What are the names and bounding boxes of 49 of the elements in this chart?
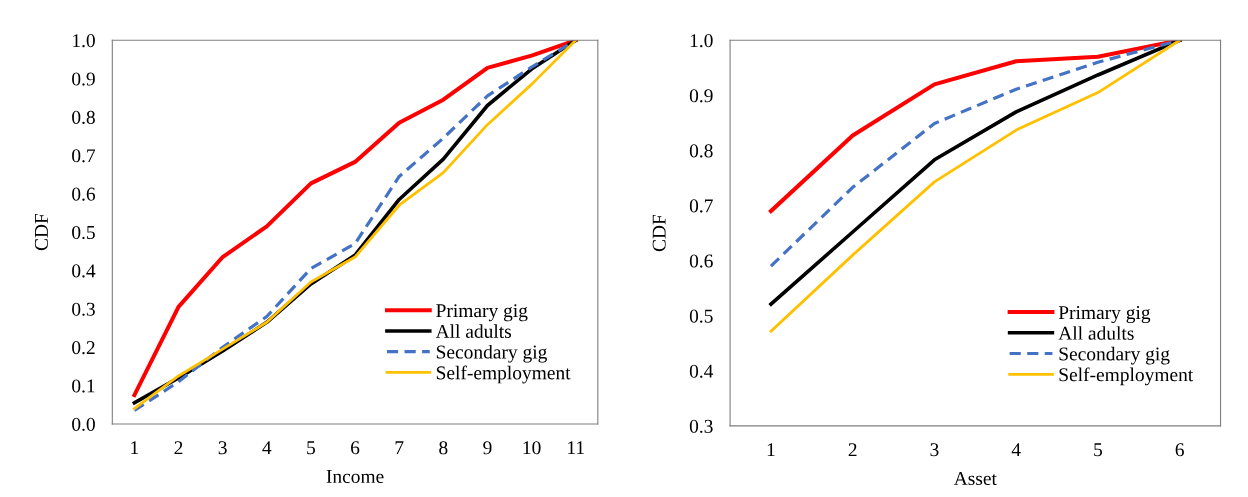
x-tick-label: 6 xyxy=(1175,443,1184,457)
x-tick-label: 8 xyxy=(439,441,448,455)
y-tick-label: 0.8 xyxy=(72,110,95,125)
legend-label: Primary gig xyxy=(1058,306,1151,324)
line-series xyxy=(768,40,1182,214)
y-tick-label: 0.4 xyxy=(689,364,714,378)
x-tick-label: 2 xyxy=(848,443,857,457)
y-axis-title: CDF xyxy=(34,213,48,251)
x-tick-label: 2 xyxy=(174,441,183,455)
x-tick-label: 6 xyxy=(351,441,360,455)
y-tick-label: 0.6 xyxy=(72,187,96,201)
legend-label: Secondary gig xyxy=(1059,346,1170,365)
y-tick-label: 0.5 xyxy=(689,309,713,323)
x-tick-label: 10 xyxy=(523,441,541,455)
y-tick-label: 0.6 xyxy=(689,254,713,268)
y-tick-label: 0.5 xyxy=(72,225,95,240)
x-tick-label: 11 xyxy=(568,441,584,455)
x-tick-label: 4 xyxy=(262,441,272,455)
x-tick-label: 3 xyxy=(218,441,227,455)
y-tick-label: 0.0 xyxy=(72,417,95,431)
y-tick-label: 0.9 xyxy=(72,72,95,86)
x-axis-title: Income xyxy=(326,470,384,484)
y-tick-label: 0.8 xyxy=(689,144,713,158)
y-tick-label: 0.1 xyxy=(72,379,95,393)
x-tick-label: 1 xyxy=(131,441,139,455)
legend-label: Primary gig xyxy=(436,304,528,322)
y-tick-label: 0.7 xyxy=(72,149,96,163)
y-tick-label: 0.4 xyxy=(72,264,96,278)
x-tick-label: 3 xyxy=(930,443,939,457)
legend-label: Secondary gig xyxy=(436,344,547,363)
y-tick-label: 1.0 xyxy=(690,34,713,48)
x-tick-label: 5 xyxy=(307,441,316,455)
legend-label: All adults xyxy=(1058,326,1134,340)
y-tick-label: 0.7 xyxy=(689,199,713,213)
x-tick-label: 7 xyxy=(395,441,404,455)
y-tick-label: 0.9 xyxy=(689,89,713,103)
y-tick-label: 1.0 xyxy=(73,34,95,48)
y-tick-label: 0.3 xyxy=(72,302,95,316)
legend-label: Self-employment xyxy=(1059,367,1194,386)
y-axis-title: CDF xyxy=(652,214,666,252)
x-tick-label: 5 xyxy=(1094,443,1103,457)
x-tick-label: 9 xyxy=(483,441,492,455)
x-axis-title: Asset xyxy=(953,472,997,486)
y-tick-label: 0.3 xyxy=(689,419,713,433)
x-tick-label: 1 xyxy=(767,443,775,457)
legend-label: Self-employment xyxy=(436,365,571,384)
y-tick-label: 0.2 xyxy=(72,341,95,355)
x-tick-label: 4 xyxy=(1011,443,1021,457)
legend-label: All adults xyxy=(435,324,512,338)
